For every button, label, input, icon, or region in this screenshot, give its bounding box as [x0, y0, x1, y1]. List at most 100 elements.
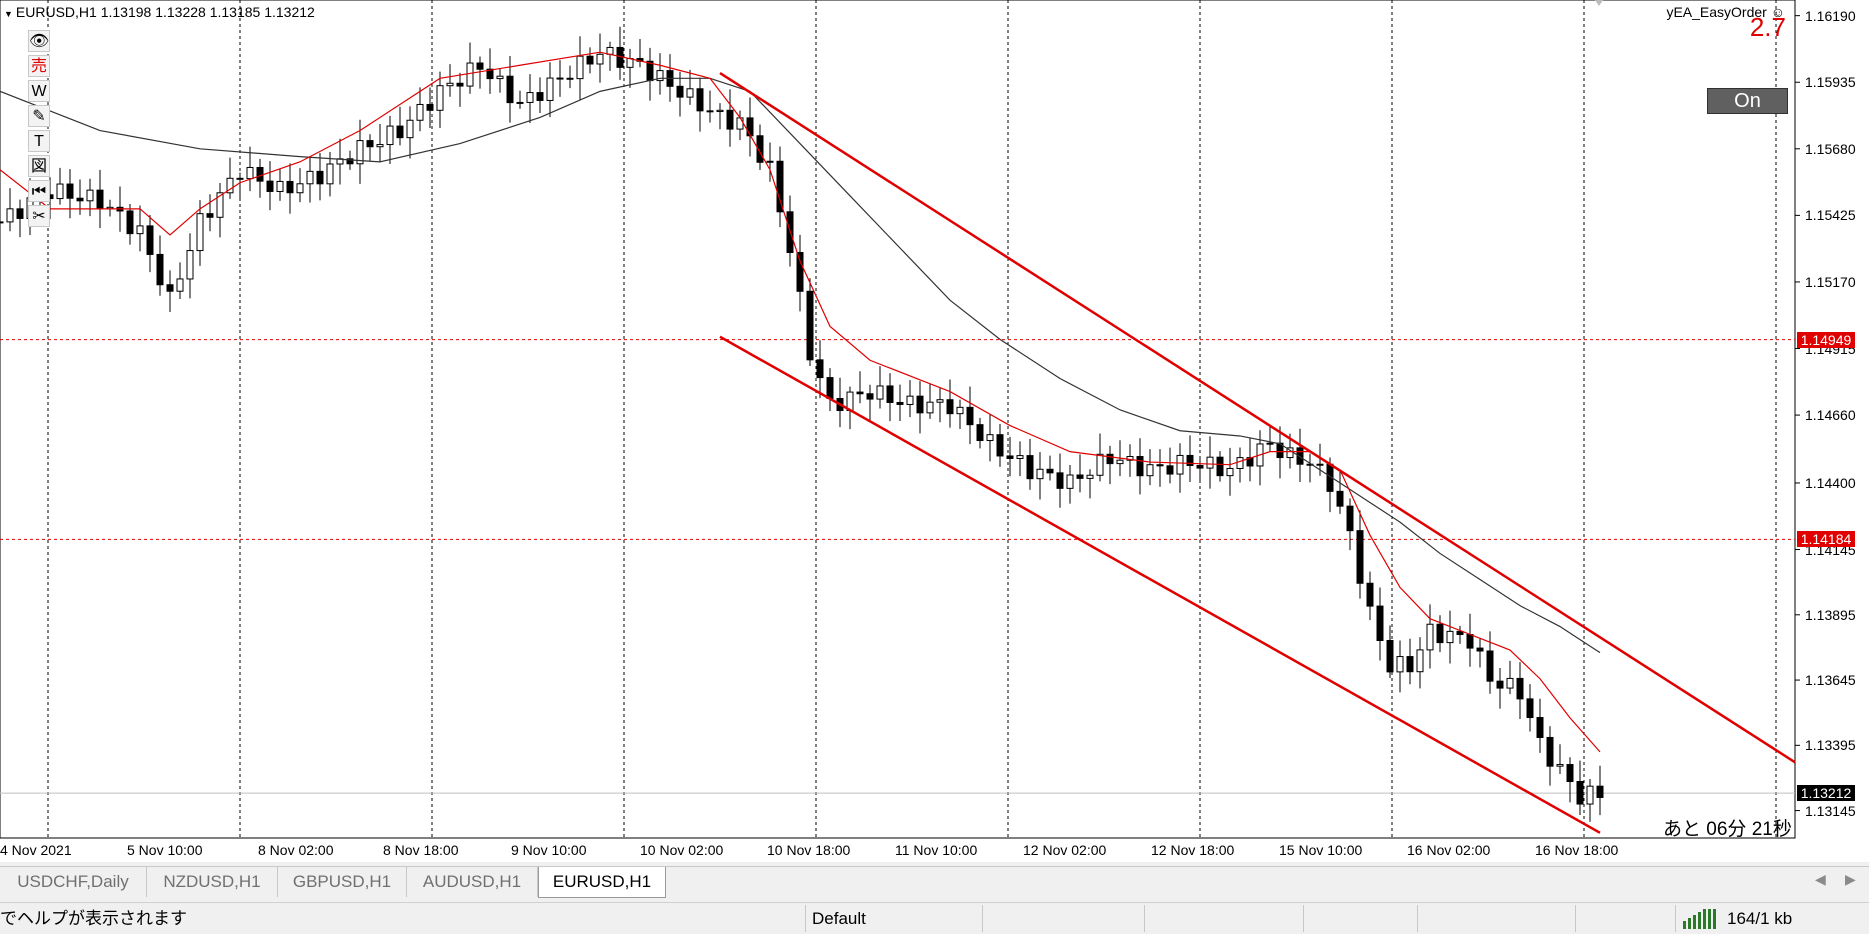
candle-bear [916, 395, 924, 414]
candle-bear [886, 385, 894, 403]
collapse-arrow-icon[interactable]: ▼ [4, 9, 13, 19]
price-axis-label: 1.13145 [1805, 802, 1856, 819]
candle-bull [516, 101, 524, 104]
candle-bull [296, 183, 304, 194]
candle-bull [276, 180, 284, 192]
candle-bear [726, 109, 734, 130]
shift-marker-icon [1595, 0, 1603, 6]
candle-bull [1036, 468, 1044, 480]
rewind-icon[interactable]: ⏮ [28, 180, 50, 202]
candle-bear [676, 85, 684, 98]
tab-scroll-right-icon[interactable]: ▶ [1845, 871, 1856, 887]
tab-gbpusd-h1[interactable]: GBPUSD,H1 [278, 867, 407, 897]
candle-bear [286, 180, 294, 194]
candle-bear [1456, 630, 1464, 636]
candle-bull [926, 401, 934, 414]
candle-bull [876, 385, 884, 400]
w-icon[interactable]: W [28, 80, 50, 102]
bar-countdown: あと 06分 21秒 [1663, 819, 1792, 840]
candle-bull [546, 77, 554, 101]
candle-bull [1066, 474, 1074, 489]
candle-bull [526, 92, 534, 103]
candle-bull [956, 406, 964, 415]
candle-bear [256, 166, 264, 182]
tab-eurusd-h1[interactable]: EURUSD,H1 [538, 867, 666, 898]
candle-bull [216, 192, 224, 218]
candle-bear [1476, 647, 1484, 652]
candle-bear [486, 68, 494, 80]
time-axis-label: 12 Nov 02:00 [1023, 842, 1107, 858]
candle-bear [1366, 582, 1374, 607]
candle-bull [1096, 453, 1104, 476]
candle-bear [1076, 474, 1084, 479]
price-chart[interactable] [0, 0, 1869, 862]
chart-tab-strip: USDCHF,Daily NZDUSD,H1 GBPUSD,H1 AUDUSD,… [0, 866, 1869, 899]
candle-bull [716, 109, 724, 113]
candle-bull [196, 213, 204, 252]
tab-audusd-h1[interactable]: AUDUSD,H1 [407, 867, 538, 897]
eye-icon[interactable]: 👁 [28, 30, 50, 52]
text-icon[interactable]: T [28, 130, 50, 152]
candle-bear [1296, 447, 1304, 465]
candle-bear [156, 253, 164, 286]
candle-bull [596, 53, 604, 65]
candle-bear [346, 158, 354, 165]
candle-bear [1056, 472, 1064, 489]
price-axis-label: 1.15425 [1805, 207, 1856, 224]
time-axis-label: 4 Nov 2021 [0, 842, 72, 858]
candle-bull [686, 88, 694, 98]
chart-icon[interactable]: 図 [28, 155, 50, 177]
time-axis-label: 5 Nov 10:00 [127, 842, 203, 858]
candle-bear [796, 251, 804, 292]
time-axis-label: 8 Nov 18:00 [383, 842, 459, 858]
candle-bear [1186, 454, 1194, 466]
status-divider [1144, 905, 1145, 932]
candle-bear [236, 177, 244, 180]
candle-bull [936, 399, 944, 403]
candle-bear [1576, 781, 1584, 805]
candle-bull [1316, 463, 1324, 466]
candle-bear [146, 225, 154, 255]
candle-bear [826, 377, 834, 399]
tab-usdchf-daily[interactable]: USDCHF,Daily [0, 867, 147, 897]
candle-bear [1526, 698, 1534, 719]
candle-bull [1556, 764, 1564, 767]
candle-bear [1136, 456, 1144, 477]
candle-bear [1336, 490, 1344, 507]
candle-bear [1046, 468, 1054, 474]
candle-bear [976, 424, 984, 442]
tab-scroll-left-icon[interactable]: ◀ [1815, 871, 1826, 887]
candle-bear [96, 189, 104, 210]
ea-value-label: 2.7 [1749, 12, 1786, 42]
candle-bear [746, 117, 754, 137]
candle-bear [896, 401, 904, 405]
candle-bull [1126, 456, 1134, 461]
candle-bear [506, 75, 514, 104]
candle-bear [316, 170, 324, 185]
candle-bear [426, 103, 434, 111]
candle-bull [0, 221, 4, 224]
candle-bear [126, 210, 134, 235]
time-axis-label: 16 Nov 02:00 [1407, 842, 1491, 858]
price-axis-label: 1.15680 [1805, 140, 1856, 157]
candle-bear [696, 88, 704, 112]
candle-bull [176, 278, 184, 292]
time-axis-label: 8 Nov 02:00 [258, 842, 334, 858]
tab-nzdusd-h1[interactable]: NZDUSD,H1 [147, 867, 278, 897]
time-axis-label: 15 Nov 10:00 [1279, 842, 1363, 858]
candle-bear [556, 77, 564, 80]
candle-bull [1116, 459, 1124, 465]
symbol-header: ▼ EURUSD,H1 1.13198 1.13228 1.13185 1.132… [4, 4, 315, 20]
pencil-icon[interactable]: ✎ [28, 105, 50, 127]
ea-name-label: yEA_EasyOrder ☺ [1666, 4, 1785, 20]
candle-bear [66, 183, 74, 199]
plot-frame [0, 0, 1796, 839]
candle-bear [586, 55, 594, 65]
chart-area[interactable]: ▼ EURUSD,H1 1.13198 1.13228 1.13185 1.132… [0, 0, 1869, 862]
sell-icon[interactable]: 売 [28, 55, 50, 77]
connection-bars-icon [1683, 909, 1716, 929]
scissors-icon[interactable]: ✂ [28, 205, 50, 227]
moving-average-fast-line [0, 51, 1601, 753]
ea-toggle-button[interactable]: On [1707, 88, 1788, 114]
candle-bull [766, 160, 774, 163]
